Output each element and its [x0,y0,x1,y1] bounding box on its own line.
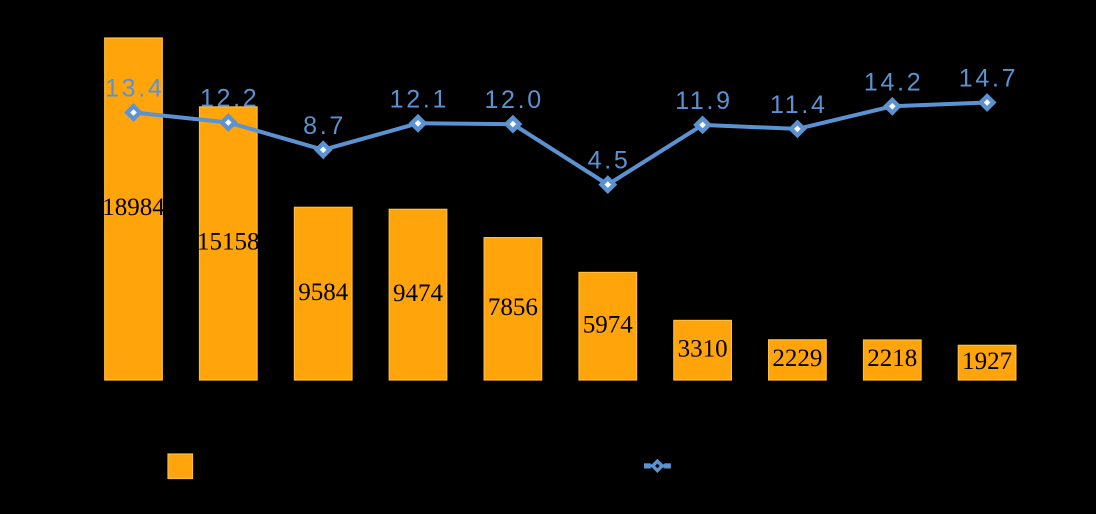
svg-text:5974: 5974 [583,311,634,338]
svg-text:12.2: 12.2 [200,85,259,113]
svg-text:9584: 9584 [298,279,349,306]
svg-text:15158: 15158 [197,229,260,256]
svg-text:13.4: 13.4 [105,75,164,103]
svg-text:11.9: 11.9 [675,87,733,115]
svg-text:11.4: 11.4 [770,91,828,119]
svg-text:18984: 18984 [102,194,165,221]
svg-text:1927: 1927 [962,348,1012,375]
svg-text:2218: 2218 [867,345,917,372]
svg-text:14.7: 14.7 [959,65,1018,93]
svg-text:8.7: 8.7 [303,112,346,140]
svg-text:14.2: 14.2 [864,68,923,96]
svg-text:3310: 3310 [678,335,728,362]
svg-text:12.1: 12.1 [390,85,449,113]
svg-text:7856: 7856 [488,294,538,321]
svg-text:9474: 9474 [393,280,444,307]
svg-text:12.0: 12.0 [484,86,543,114]
svg-text:4.5: 4.5 [588,147,631,175]
svg-text:2229: 2229 [772,345,822,372]
